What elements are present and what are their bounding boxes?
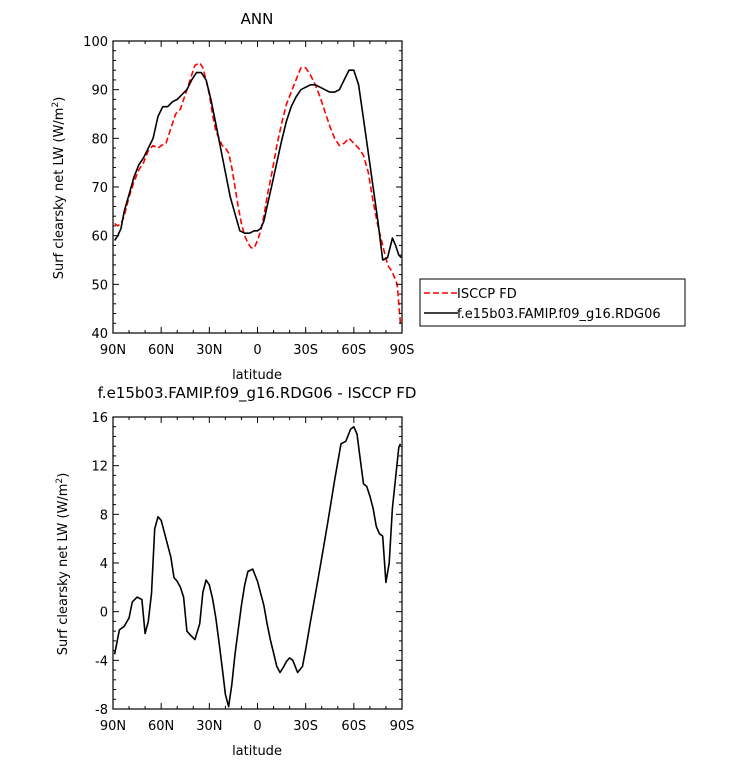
top-y-tick-label: 100 [83,35,108,50]
top-y-tick-label: 60 [91,230,108,245]
top-x-axis-label: latitude [232,368,282,383]
bottom-y-tick-label: 0 [100,606,108,621]
bottom-y-tick-label: 12 [91,460,108,475]
top-x-tick-label: 60S [341,343,366,358]
top-y-tick-label: 70 [91,181,108,196]
legend-label-isccp: ISCCP FD [457,287,517,302]
bottom-x-tick-label: 30S [293,719,318,734]
legend-label-model: f.e15b03.FAMIP.f09_g16.RDG06 [457,307,661,322]
bottom-x-tick-label: 30N [196,719,222,734]
top-x-tick-label: 90S [390,343,415,358]
top-y-axis-label: Surf clearsky net LW (W/m2) [51,97,67,280]
bottom-y-tick-label: 4 [100,557,108,572]
top-x-tick-label: 90N [100,343,126,358]
bottom-y-tick-label: 8 [100,508,108,523]
top-x-tick-label: 30S [293,343,318,358]
bottom-panel: f.e15b03.FAMIP.f09_g16.RDG06 - ISCCP FD … [55,384,416,759]
bottom-y-tick-label: -8 [95,703,108,718]
bottom-y-tick-label: 16 [91,411,108,426]
bottom-plot-area [112,416,403,710]
top-panel: ANN 90N 60N 30N 0 30S 60S 90S 405060708090100 … [51,10,414,383]
bottom-y-axis-label: Surf clearsky net LW (W/m2) [55,473,71,656]
top-x-tick-label: 0 [253,343,261,358]
top-y-tick-label: 40 [91,327,108,342]
bottom-chart-title: f.e15b03.FAMIP.f09_g16.RDG06 - ISCCP FD [98,384,417,403]
bottom-x-tick-label: 0 [253,719,261,734]
top-y-tick-label: 50 [91,278,108,293]
bottom-x-tick-label: 60N [148,719,174,734]
top-y-tick-label: 90 [91,84,108,99]
legend: ISCCP FD f.e15b03.FAMIP.f09_g16.RDG06 [419,278,686,327]
top-x-tick-label: 60N [148,343,174,358]
bottom-x-tick-label: 90N [100,719,126,734]
top-series-line-0 [114,62,402,324]
bottom-plot-frame [112,416,403,710]
bottom-y-tick-labels: -8 -4 0 4 8 12 16 [91,411,108,718]
bottom-x-axis-label: latitude [232,744,282,759]
top-y-tick-labels: 40 50 60 70 80 90 100 [83,35,108,342]
top-plot-area [112,40,403,334]
top-x-tick-labels: 90N 60N 30N 0 30S 60S 90S [100,343,415,358]
bottom-x-tick-labels: 90N 60N 30N 0 30S 60S 90S [100,719,415,734]
legend-box [419,278,686,327]
bottom-x-tick-label: 90S [390,719,415,734]
bottom-series-line-0 [113,425,402,708]
top-chart-title: ANN [241,10,274,28]
top-y-tick-label: 80 [91,132,108,147]
top-x-tick-label: 30N [196,343,222,358]
top-series-line-1 [113,69,402,261]
bottom-x-tick-label: 60S [341,719,366,734]
bottom-y-tick-label: -4 [95,654,108,669]
